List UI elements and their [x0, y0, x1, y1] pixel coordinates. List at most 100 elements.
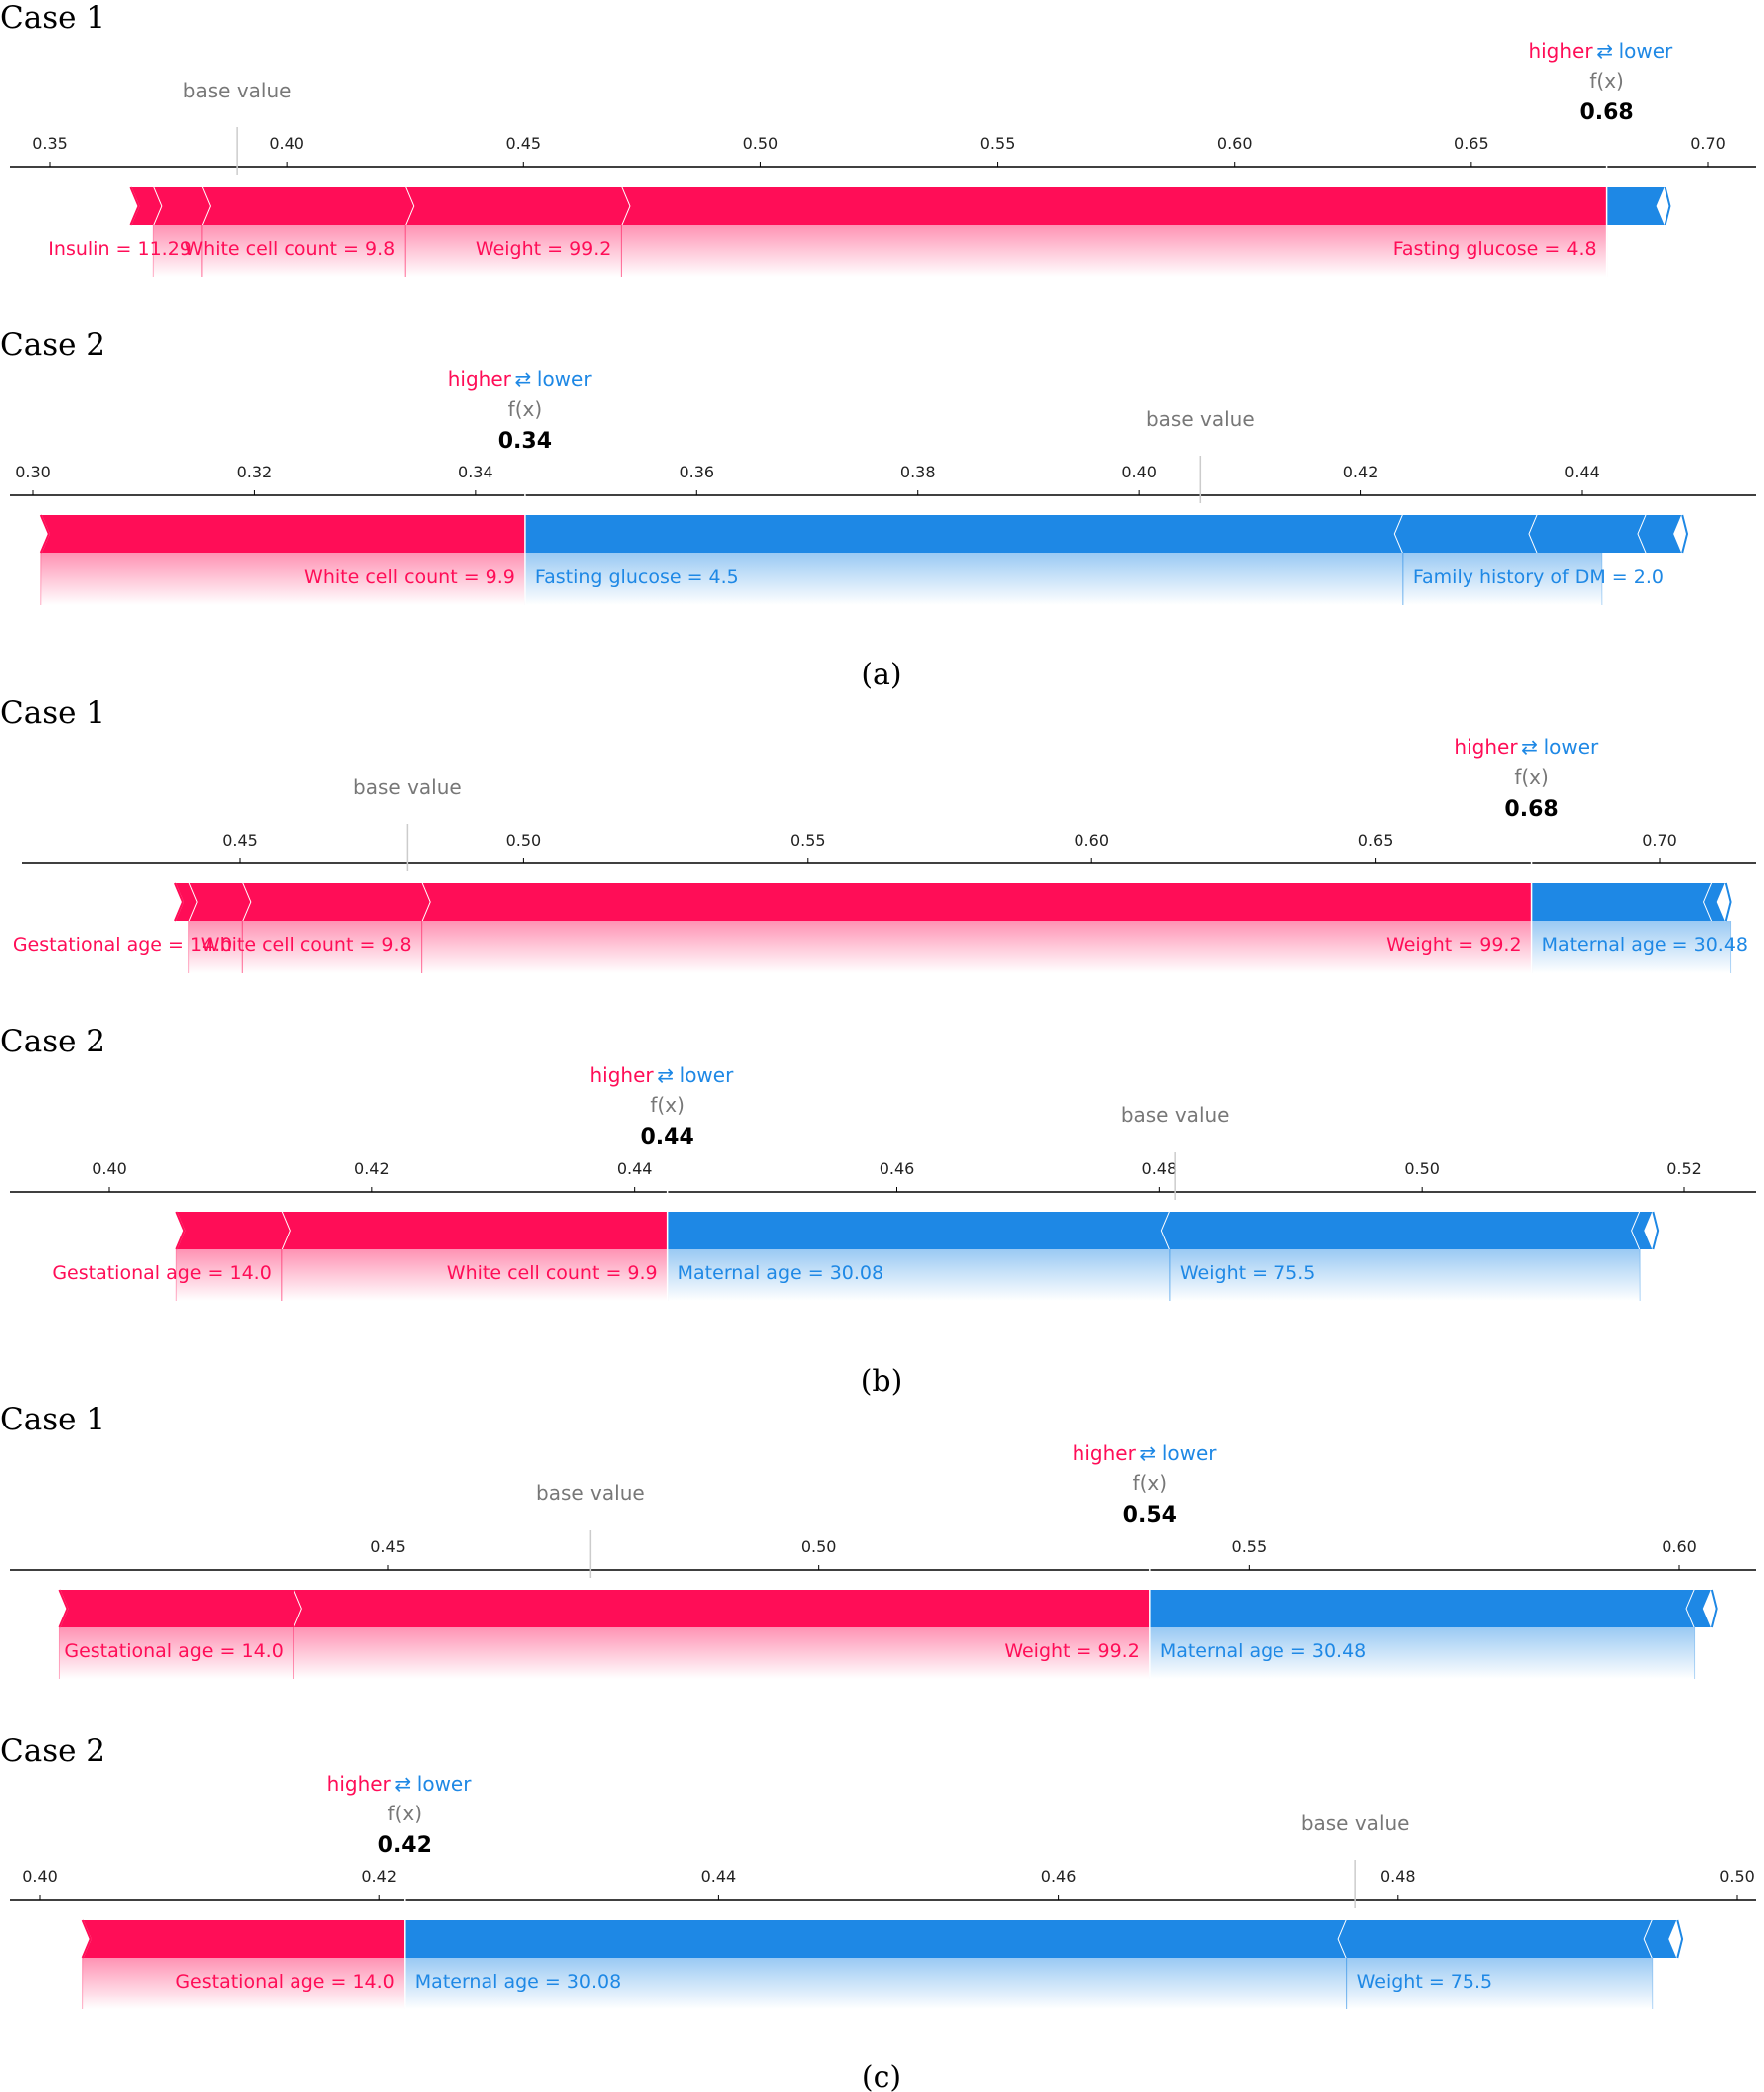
negative-feature-label: Weight = 75.5: [1357, 1971, 1493, 1993]
negative-bar-segment: [667, 1212, 1170, 1249]
legend-higher: higher: [448, 367, 512, 391]
x-tick-label: 0.35: [32, 134, 68, 153]
positive-feature-label: White cell count = 9.9: [447, 1262, 658, 1284]
bar-end-chevron: [58, 1589, 69, 1628]
bar-end-chevron: [1710, 1589, 1718, 1628]
case-title: Case 1: [0, 1402, 105, 1437]
positive-label-shade: [293, 1627, 1150, 1679]
fx-value: 0.68: [1504, 797, 1558, 822]
positive-bar-segment: [293, 1590, 1150, 1627]
positive-bar-segment: [621, 187, 1607, 225]
legend-arrow-icon: ⇄: [657, 1063, 674, 1087]
negative-bar-segment: [1704, 883, 1726, 921]
negative-bar-segment: [1161, 1212, 1641, 1249]
x-tick-label: 0.46: [880, 1159, 915, 1178]
fx-label: f(x): [508, 397, 542, 421]
negative-feature-label: Maternal age = 30.08: [415, 1971, 621, 1993]
fx-label: f(x): [1514, 765, 1548, 789]
x-tick-label: 0.48: [1380, 1867, 1416, 1886]
positive-feature-label: Gestational age = 14.0: [175, 1971, 394, 1993]
legend-lower: lower: [1619, 39, 1673, 63]
x-tick-label: 0.32: [237, 463, 273, 481]
force-legend: higher ⇄ lower f(x) 0.42: [327, 1772, 473, 1858]
negative-bar-segment: [1638, 515, 1683, 553]
negative-feature-label: Maternal age = 30.48: [1160, 1640, 1366, 1662]
bar-end-chevron: [1652, 1211, 1660, 1250]
force-plot-4: Case 2 0.40 0.42 0.44 0.46 0.48 0.50 0.52 base v…: [0, 1024, 1756, 1301]
case-title: Case 2: [0, 327, 105, 363]
negative-label-shade: [1531, 921, 1731, 973]
negative-label-shade: [1346, 1958, 1653, 2009]
legend-lower: lower: [680, 1063, 734, 1087]
positive-bar-segment: [242, 883, 430, 921]
x-tick-label: 0.50: [1404, 1159, 1440, 1178]
case-title: Case 2: [0, 1024, 105, 1059]
base-value-label: base value: [353, 775, 462, 799]
legend-arrow-icon: ⇄: [394, 1772, 411, 1796]
force-plot-3: Case 1 0.45 0.50 0.55 0.60 0.65 0.70 base value…: [0, 695, 1756, 973]
force-legend: higher ⇄ lower f(x) 0.44: [590, 1063, 735, 1150]
x-tick-label: 0.60: [1074, 831, 1109, 850]
fx-value: 0.42: [378, 1833, 432, 1858]
x-tick-label: 0.44: [701, 1867, 737, 1886]
positive-feature-label: Weight = 99.2: [1004, 1640, 1140, 1662]
x-tick-label: 0.40: [1121, 463, 1157, 481]
x-tick-label: 0.55: [980, 134, 1016, 153]
base-value-label: base value: [536, 1481, 645, 1505]
x-tick-label: 0.34: [458, 463, 493, 481]
positive-bar-segment: [176, 1212, 290, 1249]
fx-label: f(x): [650, 1093, 684, 1117]
positive-label-shade: [621, 225, 1607, 277]
x-tick-label: 0.65: [1358, 831, 1394, 850]
positive-label-shade: [242, 921, 422, 973]
legend-lower: lower: [1162, 1441, 1217, 1465]
positive-label-shade: [40, 553, 525, 605]
negative-feature-label: Maternal age = 30.08: [678, 1262, 883, 1284]
legend-higher: higher: [590, 1063, 655, 1087]
negative-label-shade: [1149, 1627, 1695, 1679]
legend-arrow-icon: ⇄: [515, 367, 532, 391]
x-tick-label: 0.36: [679, 463, 714, 481]
legend-higher: higher: [1454, 735, 1518, 759]
x-tick-label: 0.42: [361, 1867, 397, 1886]
positive-label-shade: [188, 921, 243, 973]
x-tick-label: 0.60: [1662, 1537, 1697, 1556]
positive-label-shade: [405, 225, 622, 277]
x-tick-label: 0.50: [743, 134, 779, 153]
negative-label-shade: [1169, 1249, 1641, 1301]
fx-label: f(x): [388, 1802, 422, 1825]
bar-end-chevron: [129, 186, 140, 226]
positive-label-shade: [153, 225, 202, 277]
force-plot-2: Case 2 0.30 0.32 0.34 0.36 0.38 0.40 0.42 0.44 ba…: [0, 327, 1756, 605]
case-title: Case 1: [0, 695, 105, 731]
case-title: Case 2: [0, 1733, 105, 1769]
negative-feature-label: Family history of DM = 2.0: [1413, 566, 1664, 588]
x-tick-label: 0.60: [1217, 134, 1253, 153]
bar-end-chevron: [174, 882, 185, 922]
negative-feature-label: Maternal age = 30.48: [1542, 934, 1748, 956]
base-value-label: base value: [1121, 1103, 1230, 1127]
negative-bar-segment: [1529, 515, 1647, 553]
x-tick-label: 0.45: [222, 831, 258, 850]
positive-bar-segment: [188, 883, 251, 921]
x-tick-label: 0.38: [900, 463, 936, 481]
base-value-label: base value: [1146, 407, 1255, 431]
positive-label-shade: [176, 1249, 282, 1301]
segment-separator: [1668, 1919, 1679, 1959]
negative-bar-segment: [1606, 187, 1666, 225]
positive-bar-segment: [59, 1590, 301, 1627]
segment-separator: [1644, 1211, 1655, 1250]
positive-bar-segment: [174, 883, 197, 921]
x-tick-label: 0.48: [1142, 1159, 1178, 1178]
positive-bar-segment: [130, 187, 162, 225]
x-tick-label: 0.44: [1564, 463, 1600, 481]
positive-feature-label: White cell count = 9.8: [201, 934, 412, 956]
segment-separator: [1716, 882, 1727, 922]
x-tick-label: 0.40: [92, 1159, 127, 1178]
positive-feature-label: White cell count = 9.9: [304, 566, 515, 588]
x-tick-label: 0.55: [790, 831, 826, 850]
force-legend: higher ⇄ lower f(x) 0.54: [1073, 1441, 1218, 1528]
bar-end-chevron: [1724, 882, 1732, 922]
bar-end-chevron: [1681, 514, 1689, 554]
